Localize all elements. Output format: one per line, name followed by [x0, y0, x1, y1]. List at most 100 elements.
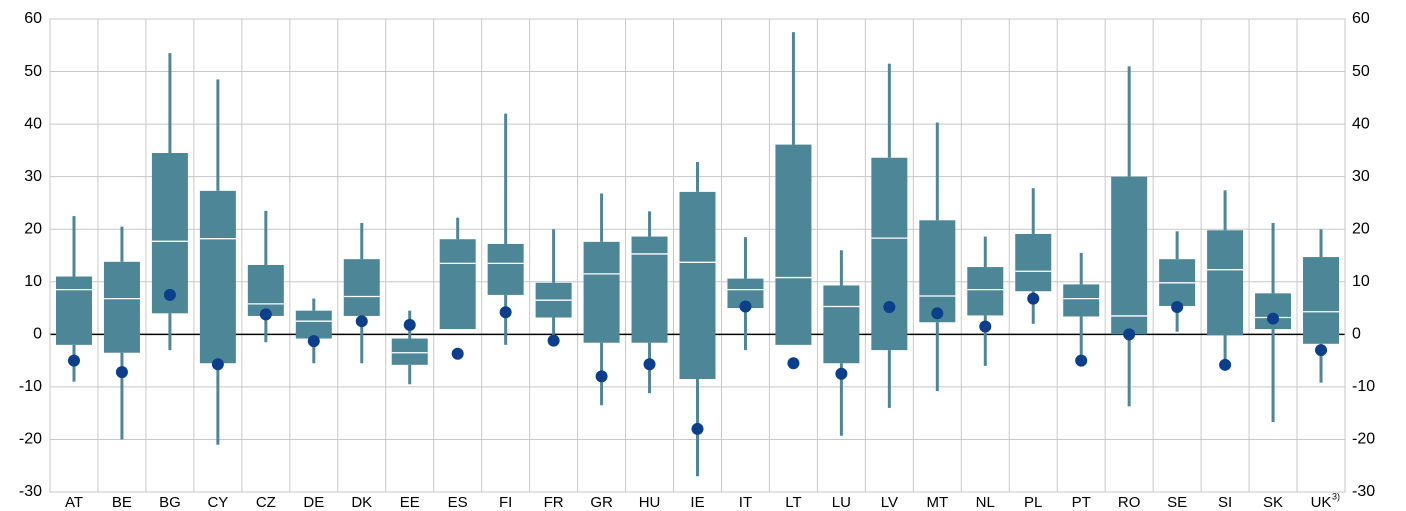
box: [583, 241, 620, 343]
box-group: [775, 32, 812, 370]
box-group: [1015, 188, 1052, 324]
x-tick-label: NL: [976, 494, 995, 511]
box: [1303, 257, 1340, 344]
y2-tick-label: -30: [1352, 483, 1375, 500]
dot: [1027, 292, 1040, 305]
box-group: [823, 250, 860, 436]
category-note: 3): [1332, 491, 1340, 501]
x-tick-label: IT: [739, 494, 752, 511]
box-group: [727, 237, 764, 351]
box-group: [487, 113, 524, 345]
y-tick-label: 40: [24, 115, 42, 132]
whisker-high: [600, 193, 604, 242]
y2-tick-label: 60: [1352, 10, 1370, 27]
box-group: [343, 222, 380, 364]
whisker-low: [887, 350, 891, 408]
x-tick-label: SI: [1218, 494, 1232, 511]
y-tick-label: -30: [19, 483, 42, 500]
whisker-low: [935, 322, 939, 392]
whisker-low: [408, 364, 412, 385]
dot: [403, 318, 416, 331]
whisker-low: [360, 315, 364, 364]
box-group: [1255, 222, 1292, 423]
x-tick-label: DK: [351, 494, 372, 511]
dot: [499, 306, 512, 319]
y-tick-label: 30: [24, 168, 42, 185]
x-tick-label: IE: [690, 494, 704, 511]
whisker-high: [696, 161, 699, 192]
box: [775, 144, 812, 345]
box-group: [967, 236, 1004, 366]
whisker-low: [1175, 305, 1179, 332]
x-tick-label: HU: [639, 494, 661, 511]
whisker-low: [1079, 316, 1083, 356]
y2-tick-label: 50: [1352, 63, 1370, 80]
whisker-low: [983, 315, 987, 366]
whisker-high: [504, 113, 508, 244]
x-tick-label: PL: [1024, 494, 1042, 511]
x-tick-label: AT: [65, 494, 83, 511]
box-group: [871, 63, 908, 408]
dot: [451, 347, 464, 360]
dot: [835, 367, 848, 380]
y2-tick-label: 30: [1352, 168, 1370, 185]
whisker-high: [791, 32, 795, 145]
whisker-high: [1271, 222, 1275, 294]
dot: [883, 301, 896, 314]
box-group: [679, 161, 716, 477]
box-group: [151, 53, 188, 351]
dot: [691, 422, 704, 435]
y-tick-label: 20: [24, 220, 42, 237]
box: [55, 276, 92, 345]
dot: [67, 354, 80, 367]
box: [247, 264, 284, 316]
whisker-high: [839, 250, 843, 286]
whisker-low: [120, 352, 124, 440]
whisker-high: [456, 217, 460, 240]
dot: [1315, 344, 1328, 357]
whisker-low: [1031, 291, 1035, 324]
x-tick-label: BG: [159, 494, 181, 511]
dot: [1171, 301, 1184, 314]
box-group: [295, 298, 332, 364]
box-group: [583, 193, 620, 406]
x-tick-label: RO: [1118, 494, 1141, 511]
dot: [979, 320, 992, 333]
box-group: [919, 122, 956, 392]
whisker-low: [264, 315, 268, 343]
x-tick-label: ES: [448, 494, 468, 511]
dot: [787, 357, 800, 370]
x-tick-label: UK: [1311, 494, 1332, 511]
x-tick-label: LT: [785, 494, 801, 511]
whisker-high: [72, 216, 76, 277]
whisker-high: [1127, 66, 1131, 177]
box: [1207, 230, 1244, 336]
box: [967, 267, 1004, 316]
whisker-low: [552, 317, 556, 340]
plot-frame: [49, 18, 1346, 493]
x-tick-label: EE: [400, 494, 420, 511]
x-tick-label: LU: [832, 494, 851, 511]
y-tick-label: -10: [19, 378, 42, 395]
whisker-high: [743, 237, 747, 279]
dot: [163, 288, 176, 301]
box-group: [1063, 252, 1100, 367]
whisker-high: [1079, 252, 1083, 285]
box-group: [535, 229, 572, 347]
y2-tick-label: -20: [1352, 431, 1375, 448]
dot: [1219, 358, 1232, 371]
dot: [1075, 354, 1088, 367]
box-group: [55, 216, 92, 382]
box-group: [1159, 231, 1196, 332]
box-group: [247, 210, 284, 343]
whisker-high: [264, 210, 268, 265]
box-group: [391, 310, 428, 385]
whisker-high: [168, 53, 172, 154]
box: [679, 191, 716, 380]
x-tick-label: PT: [1072, 494, 1091, 511]
box-group: [1111, 66, 1148, 407]
dot: [115, 366, 128, 379]
box: [151, 153, 188, 314]
whisker-high: [983, 236, 987, 268]
